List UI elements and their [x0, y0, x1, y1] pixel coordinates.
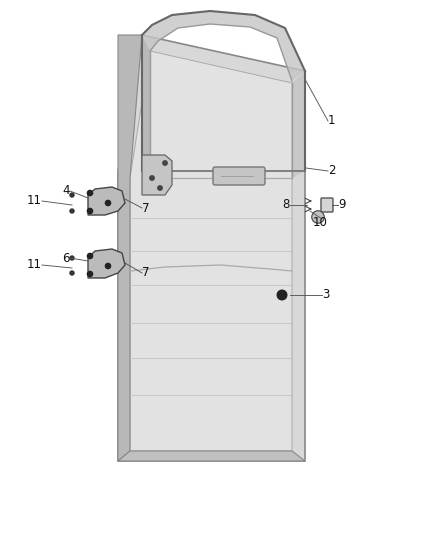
Text: 6: 6: [63, 252, 70, 264]
Text: 11: 11: [27, 195, 42, 207]
Text: 2: 2: [328, 165, 336, 177]
Circle shape: [150, 176, 154, 180]
Polygon shape: [118, 35, 142, 461]
Circle shape: [158, 186, 162, 190]
Polygon shape: [118, 451, 305, 461]
Circle shape: [88, 190, 92, 196]
Polygon shape: [292, 71, 305, 178]
FancyBboxPatch shape: [213, 167, 265, 185]
Polygon shape: [118, 35, 305, 461]
Circle shape: [70, 209, 74, 213]
Circle shape: [88, 253, 92, 259]
Circle shape: [163, 161, 167, 165]
Polygon shape: [88, 249, 125, 278]
Text: 8: 8: [283, 198, 290, 212]
Polygon shape: [142, 11, 305, 81]
Text: 9: 9: [338, 198, 346, 212]
Circle shape: [70, 256, 74, 260]
Text: 3: 3: [322, 288, 329, 302]
Circle shape: [106, 200, 111, 206]
Circle shape: [277, 290, 287, 300]
Polygon shape: [130, 51, 292, 451]
Circle shape: [106, 263, 111, 269]
Text: 1: 1: [328, 115, 336, 127]
Polygon shape: [88, 187, 125, 215]
Polygon shape: [142, 35, 150, 178]
Text: 10: 10: [313, 216, 328, 230]
Polygon shape: [142, 155, 172, 195]
Text: 4: 4: [63, 184, 70, 198]
Circle shape: [70, 193, 74, 197]
Circle shape: [88, 271, 92, 277]
FancyBboxPatch shape: [321, 198, 333, 212]
Text: 7: 7: [142, 201, 149, 214]
Circle shape: [70, 271, 74, 275]
Circle shape: [88, 208, 92, 214]
Circle shape: [312, 211, 324, 223]
Text: 7: 7: [142, 266, 149, 279]
Text: 11: 11: [27, 259, 42, 271]
